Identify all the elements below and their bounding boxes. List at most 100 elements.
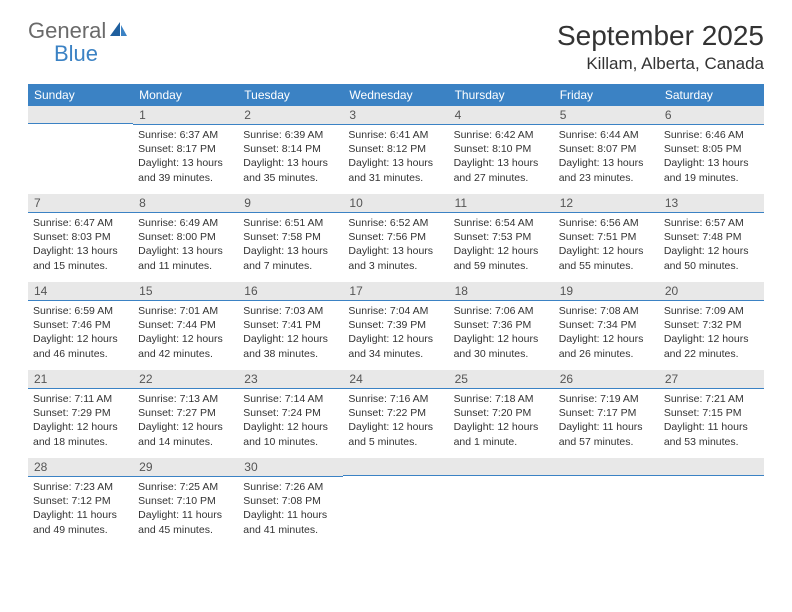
day-number: 10 [343, 194, 448, 213]
calendar-cell: 6Sunrise: 6:46 AMSunset: 8:05 PMDaylight… [659, 106, 764, 194]
day-content: Sunrise: 6:54 AMSunset: 7:53 PMDaylight:… [449, 213, 554, 276]
day-number: 15 [133, 282, 238, 301]
day-content: Sunrise: 7:14 AMSunset: 7:24 PMDaylight:… [238, 389, 343, 452]
empty-day-header [449, 458, 554, 476]
day-header: Sunday [28, 84, 133, 106]
empty-day-header [28, 106, 133, 124]
day-header: Thursday [449, 84, 554, 106]
calendar-cell: 15Sunrise: 7:01 AMSunset: 7:44 PMDayligh… [133, 282, 238, 370]
day-content: Sunrise: 7:26 AMSunset: 7:08 PMDaylight:… [238, 477, 343, 540]
day-content: Sunrise: 6:41 AMSunset: 8:12 PMDaylight:… [343, 125, 448, 188]
logo-word-blue: Blue [54, 41, 98, 66]
day-header: Saturday [659, 84, 764, 106]
day-number: 8 [133, 194, 238, 213]
day-content: Sunrise: 7:23 AMSunset: 7:12 PMDaylight:… [28, 477, 133, 540]
calendar-cell: 28Sunrise: 7:23 AMSunset: 7:12 PMDayligh… [28, 458, 133, 546]
day-content: Sunrise: 6:51 AMSunset: 7:58 PMDaylight:… [238, 213, 343, 276]
calendar-cell: 30Sunrise: 7:26 AMSunset: 7:08 PMDayligh… [238, 458, 343, 546]
day-content: Sunrise: 7:16 AMSunset: 7:22 PMDaylight:… [343, 389, 448, 452]
day-number: 12 [554, 194, 659, 213]
day-content: Sunrise: 7:21 AMSunset: 7:15 PMDaylight:… [659, 389, 764, 452]
day-number: 21 [28, 370, 133, 389]
day-content: Sunrise: 7:09 AMSunset: 7:32 PMDaylight:… [659, 301, 764, 364]
day-number: 26 [554, 370, 659, 389]
calendar-cell: 11Sunrise: 6:54 AMSunset: 7:53 PMDayligh… [449, 194, 554, 282]
day-content: Sunrise: 7:04 AMSunset: 7:39 PMDaylight:… [343, 301, 448, 364]
day-content: Sunrise: 7:19 AMSunset: 7:17 PMDaylight:… [554, 389, 659, 452]
logo: General Blue [28, 20, 128, 66]
calendar-cell: 5Sunrise: 6:44 AMSunset: 8:07 PMDaylight… [554, 106, 659, 194]
calendar-cell: 3Sunrise: 6:41 AMSunset: 8:12 PMDaylight… [343, 106, 448, 194]
day-content: Sunrise: 6:42 AMSunset: 8:10 PMDaylight:… [449, 125, 554, 188]
day-number: 2 [238, 106, 343, 125]
calendar-cell: 2Sunrise: 6:39 AMSunset: 8:14 PMDaylight… [238, 106, 343, 194]
day-number: 27 [659, 370, 764, 389]
calendar-cell: 21Sunrise: 7:11 AMSunset: 7:29 PMDayligh… [28, 370, 133, 458]
calendar-head: SundayMondayTuesdayWednesdayThursdayFrid… [28, 84, 764, 106]
calendar-cell: 23Sunrise: 7:14 AMSunset: 7:24 PMDayligh… [238, 370, 343, 458]
calendar-cell: 10Sunrise: 6:52 AMSunset: 7:56 PMDayligh… [343, 194, 448, 282]
day-content: Sunrise: 6:44 AMSunset: 8:07 PMDaylight:… [554, 125, 659, 188]
calendar-week-row: 28Sunrise: 7:23 AMSunset: 7:12 PMDayligh… [28, 458, 764, 546]
day-number: 5 [554, 106, 659, 125]
day-content: Sunrise: 6:49 AMSunset: 8:00 PMDaylight:… [133, 213, 238, 276]
location: Killam, Alberta, Canada [557, 54, 764, 74]
calendar-cell: 9Sunrise: 6:51 AMSunset: 7:58 PMDaylight… [238, 194, 343, 282]
day-content: Sunrise: 7:18 AMSunset: 7:20 PMDaylight:… [449, 389, 554, 452]
day-number: 29 [133, 458, 238, 477]
calendar-cell [28, 106, 133, 194]
calendar-cell [449, 458, 554, 546]
calendar-cell: 18Sunrise: 7:06 AMSunset: 7:36 PMDayligh… [449, 282, 554, 370]
day-header: Wednesday [343, 84, 448, 106]
calendar-cell: 8Sunrise: 6:49 AMSunset: 8:00 PMDaylight… [133, 194, 238, 282]
day-header: Friday [554, 84, 659, 106]
calendar-cell: 19Sunrise: 7:08 AMSunset: 7:34 PMDayligh… [554, 282, 659, 370]
header: General Blue September 2025 Killam, Albe… [28, 20, 764, 74]
calendar-cell: 24Sunrise: 7:16 AMSunset: 7:22 PMDayligh… [343, 370, 448, 458]
day-number: 19 [554, 282, 659, 301]
day-number: 16 [238, 282, 343, 301]
day-number: 7 [28, 194, 133, 213]
month-title: September 2025 [557, 20, 764, 52]
calendar-cell: 12Sunrise: 6:56 AMSunset: 7:51 PMDayligh… [554, 194, 659, 282]
calendar-cell: 22Sunrise: 7:13 AMSunset: 7:27 PMDayligh… [133, 370, 238, 458]
logo-text: General Blue [28, 20, 128, 66]
day-number: 18 [449, 282, 554, 301]
day-content: Sunrise: 6:47 AMSunset: 8:03 PMDaylight:… [28, 213, 133, 276]
day-number: 13 [659, 194, 764, 213]
logo-sail-icon [108, 20, 128, 43]
day-number: 11 [449, 194, 554, 213]
day-number: 30 [238, 458, 343, 477]
calendar-cell: 17Sunrise: 7:04 AMSunset: 7:39 PMDayligh… [343, 282, 448, 370]
calendar-cell [343, 458, 448, 546]
day-header: Tuesday [238, 84, 343, 106]
day-content: Sunrise: 7:08 AMSunset: 7:34 PMDaylight:… [554, 301, 659, 364]
day-number: 4 [449, 106, 554, 125]
day-number: 1 [133, 106, 238, 125]
calendar-cell: 20Sunrise: 7:09 AMSunset: 7:32 PMDayligh… [659, 282, 764, 370]
day-content: Sunrise: 6:46 AMSunset: 8:05 PMDaylight:… [659, 125, 764, 188]
calendar-table: SundayMondayTuesdayWednesdayThursdayFrid… [28, 84, 764, 546]
day-content: Sunrise: 7:11 AMSunset: 7:29 PMDaylight:… [28, 389, 133, 452]
day-number: 9 [238, 194, 343, 213]
calendar-cell: 16Sunrise: 7:03 AMSunset: 7:41 PMDayligh… [238, 282, 343, 370]
calendar-cell: 7Sunrise: 6:47 AMSunset: 8:03 PMDaylight… [28, 194, 133, 282]
calendar-cell: 1Sunrise: 6:37 AMSunset: 8:17 PMDaylight… [133, 106, 238, 194]
title-block: September 2025 Killam, Alberta, Canada [557, 20, 764, 74]
calendar-cell [554, 458, 659, 546]
day-content: Sunrise: 6:39 AMSunset: 8:14 PMDaylight:… [238, 125, 343, 188]
day-content: Sunrise: 7:25 AMSunset: 7:10 PMDaylight:… [133, 477, 238, 540]
day-content: Sunrise: 6:37 AMSunset: 8:17 PMDaylight:… [133, 125, 238, 188]
empty-day-header [343, 458, 448, 476]
day-number: 14 [28, 282, 133, 301]
calendar-body: 1Sunrise: 6:37 AMSunset: 8:17 PMDaylight… [28, 106, 764, 546]
calendar-cell: 4Sunrise: 6:42 AMSunset: 8:10 PMDaylight… [449, 106, 554, 194]
calendar-cell: 27Sunrise: 7:21 AMSunset: 7:15 PMDayligh… [659, 370, 764, 458]
calendar-week-row: 7Sunrise: 6:47 AMSunset: 8:03 PMDaylight… [28, 194, 764, 282]
calendar-cell: 14Sunrise: 6:59 AMSunset: 7:46 PMDayligh… [28, 282, 133, 370]
day-number: 24 [343, 370, 448, 389]
day-content: Sunrise: 7:01 AMSunset: 7:44 PMDaylight:… [133, 301, 238, 364]
calendar-cell: 26Sunrise: 7:19 AMSunset: 7:17 PMDayligh… [554, 370, 659, 458]
calendar-week-row: 1Sunrise: 6:37 AMSunset: 8:17 PMDaylight… [28, 106, 764, 194]
day-number: 28 [28, 458, 133, 477]
